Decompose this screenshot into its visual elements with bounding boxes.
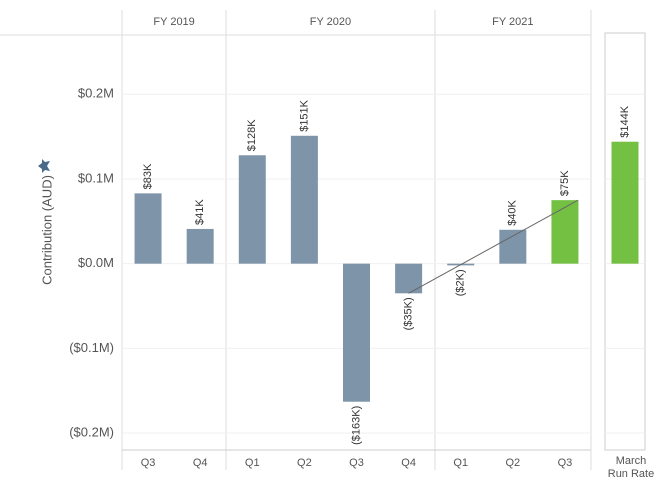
run-rate-panel xyxy=(604,32,646,451)
value-label: $128K xyxy=(246,119,258,151)
y-tick-label: $0.0M xyxy=(78,255,114,270)
group-header: FY 2019 xyxy=(153,16,194,28)
bar xyxy=(395,263,423,294)
bar xyxy=(238,155,266,264)
bar xyxy=(499,229,527,264)
bar xyxy=(611,141,639,264)
x-tick-label: Q4 xyxy=(193,457,208,469)
group-header: FY 2021 xyxy=(492,16,533,28)
x-tick-label: Q3 xyxy=(141,457,156,469)
x-tick-label: Q1 xyxy=(245,457,260,469)
x-tick-label: Q2 xyxy=(505,457,520,469)
value-label: $144K xyxy=(619,105,631,137)
bar xyxy=(290,135,318,264)
y-tick-label: $0.1M xyxy=(78,170,114,185)
bar xyxy=(343,263,370,402)
x-tick-label: Q2 xyxy=(297,457,312,469)
run-rate-category: March Run Rate xyxy=(607,455,655,480)
value-label: $41K xyxy=(194,199,206,225)
y-axis-label: Contribution (AUD) xyxy=(39,175,54,285)
bar xyxy=(551,200,579,264)
y-tick-label: ($0.2M) xyxy=(69,424,114,439)
value-label: ($35K) xyxy=(403,297,415,330)
x-tick-label: Q1 xyxy=(453,457,468,469)
trend-line xyxy=(408,199,579,294)
value-label: ($2K) xyxy=(455,269,467,296)
value-label: $83K xyxy=(142,163,154,189)
x-tick-label: Q4 xyxy=(401,457,416,469)
value-label: $75K xyxy=(559,170,571,196)
bar xyxy=(186,228,214,264)
x-tick-label: Q3 xyxy=(349,457,364,469)
value-label: $40K xyxy=(507,199,519,225)
value-label: ($163K) xyxy=(350,406,362,445)
x-tick-label: Q3 xyxy=(558,457,573,469)
group-header: FY 2020 xyxy=(310,16,351,28)
value-label: $151K xyxy=(298,99,310,131)
pin-icon xyxy=(38,159,50,173)
y-tick-label: ($0.1M) xyxy=(69,340,114,355)
y-tick-label: $0.2M xyxy=(78,86,114,101)
bar xyxy=(134,193,162,264)
